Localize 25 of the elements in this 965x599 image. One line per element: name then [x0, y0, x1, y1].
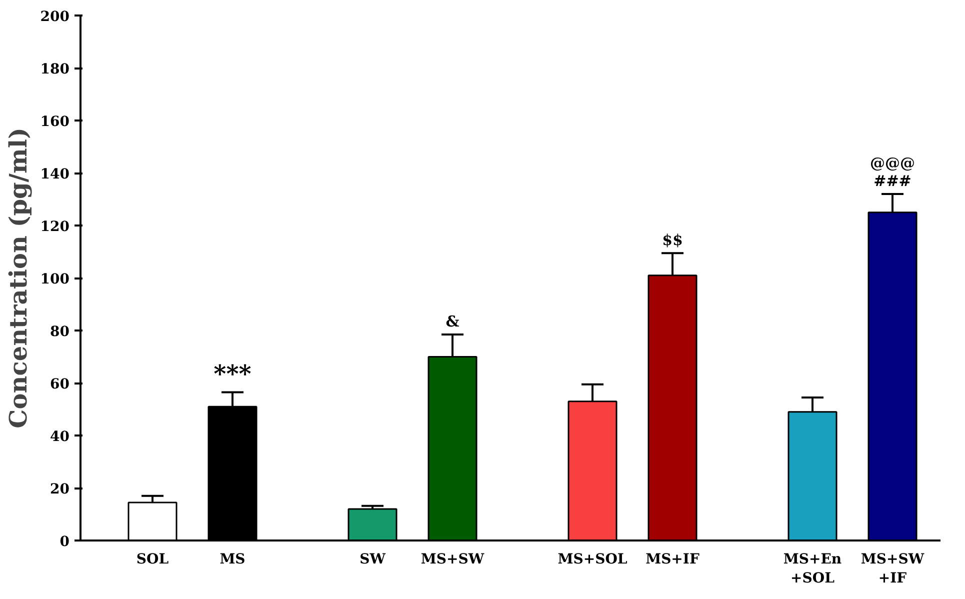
x-tick-label: MS+En +SOL: [783, 552, 842, 587]
annotation: &: [446, 312, 460, 330]
y-tick-label: 80: [50, 324, 70, 340]
y-tick-label: 20: [50, 482, 70, 498]
y-tick-label: 100: [40, 272, 70, 288]
y-tick-label: 140: [40, 166, 70, 182]
y-tick-label: 160: [40, 114, 70, 130]
x-tick-label: SW: [360, 552, 386, 568]
annotation: @@@: [870, 154, 915, 172]
x-tick-label: MS: [220, 552, 246, 568]
x-tick-label: MS+SOL: [558, 552, 628, 568]
x-tick-label: MS+IF: [646, 552, 700, 568]
x-tick-label: MS+SW: [420, 552, 484, 568]
y-tick-label: 180: [40, 62, 70, 78]
y-tick-label: 60: [50, 376, 70, 392]
y-tick-label: 120: [40, 219, 70, 235]
x-tick-label: MS+SW +IF: [860, 552, 924, 587]
y-tick-label: 40: [50, 429, 70, 445]
annotation: ***: [214, 359, 252, 388]
annotation: ###: [874, 172, 912, 190]
y-tick-label: 0: [60, 534, 70, 550]
x-tick-label: SOL: [136, 552, 169, 568]
annotation: $$: [662, 231, 683, 250]
y-axis-title: Concentration (pg/ml): [3, 128, 32, 428]
y-tick-label: 200: [40, 9, 70, 25]
